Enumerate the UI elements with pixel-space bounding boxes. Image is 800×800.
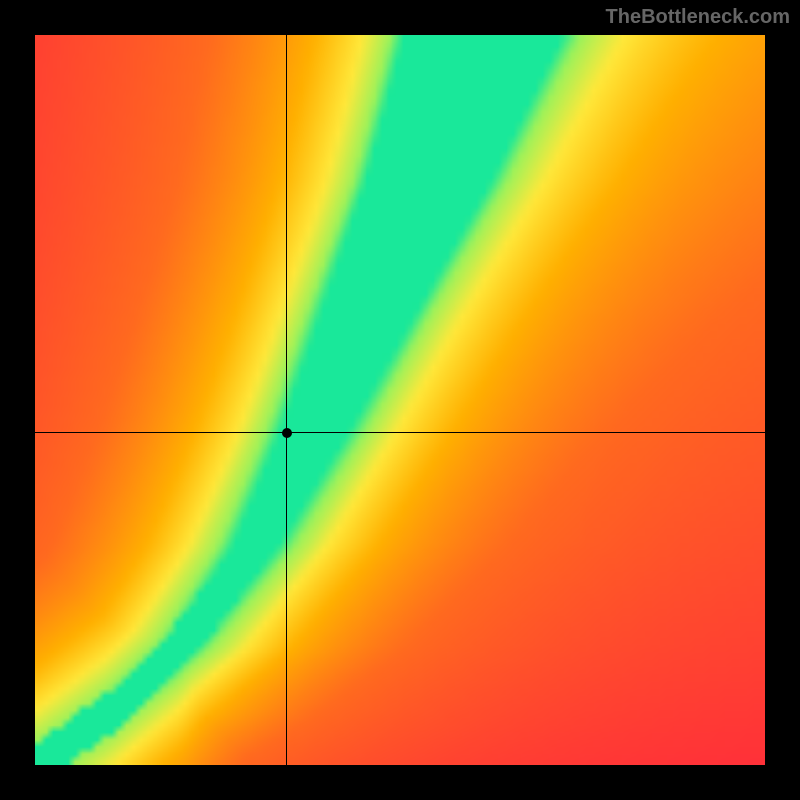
chart-container: TheBottleneck.com	[0, 0, 800, 800]
crosshair-vertical	[286, 35, 287, 765]
crosshair-horizontal	[35, 432, 765, 433]
plot-area	[35, 35, 765, 765]
watermark-text: TheBottleneck.com	[606, 6, 790, 29]
crosshair-dot	[282, 428, 292, 438]
heatmap-canvas	[35, 35, 765, 765]
